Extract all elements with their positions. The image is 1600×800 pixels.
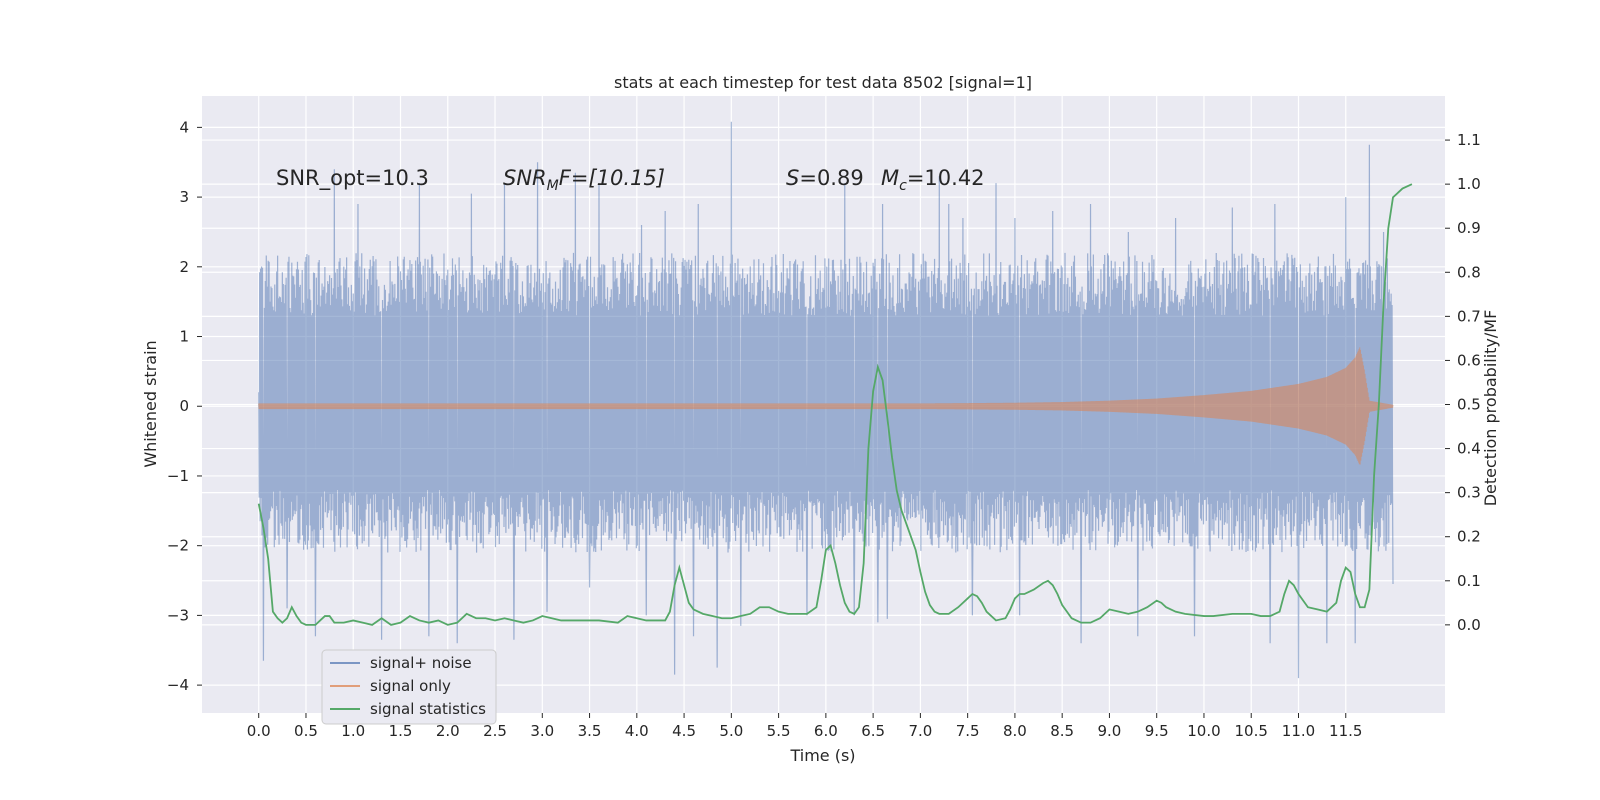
y-axis-label-right: Detection probability/MF bbox=[1481, 310, 1500, 507]
legend: signal+ noise signal only signal statist… bbox=[321, 649, 497, 725]
right-y-tick-label: 0.4 bbox=[1457, 440, 1481, 458]
left-y-tick-label: −2 bbox=[167, 537, 189, 555]
x-tick-label: 3.0 bbox=[530, 722, 554, 740]
right-y-tick-label: 0.5 bbox=[1457, 396, 1481, 414]
left-y-tick-label: −4 bbox=[167, 676, 189, 694]
right-y-tick-label: 0.7 bbox=[1457, 307, 1481, 325]
left-y-tick-label: −1 bbox=[167, 467, 189, 485]
x-tick-label: 8.0 bbox=[1003, 722, 1027, 740]
series-signal-plus-noise bbox=[258, 121, 1394, 679]
chart-title: stats at each timestep for test data 850… bbox=[614, 73, 1032, 92]
x-tick-label: 3.5 bbox=[578, 722, 602, 740]
annotation-s-symbol: S bbox=[786, 166, 799, 190]
annotation-text: SNR_opt=10.3 SNRMF=[10.15] S=0.89 Mc=10.… bbox=[276, 166, 985, 194]
right-y-tick-label: 0.1 bbox=[1457, 572, 1481, 590]
annotation-snr-opt: SNR_opt=10.3 bbox=[276, 166, 429, 191]
annotation-mc-value: =10.42 bbox=[907, 166, 985, 190]
x-tick-label: 0.0 bbox=[247, 722, 271, 740]
right-y-tick-label: 1.1 bbox=[1457, 131, 1481, 149]
legend-label-signal-only: signal only bbox=[370, 677, 451, 695]
right-y-tick-label: 0.6 bbox=[1457, 351, 1481, 369]
x-tick-label: 11.0 bbox=[1282, 722, 1315, 740]
x-tick-label: 6.5 bbox=[861, 722, 885, 740]
x-tick-label: 10.0 bbox=[1187, 722, 1220, 740]
left-y-tick-label: 3 bbox=[179, 188, 189, 206]
annotation-snr-mf-subscript: M bbox=[547, 178, 559, 194]
annotation-mc: Mc=10.42 bbox=[881, 166, 985, 194]
x-tick-label: 5.5 bbox=[767, 722, 791, 740]
left-y-tick-label: −3 bbox=[167, 606, 189, 624]
annotation-s: S=0.89 bbox=[786, 166, 864, 190]
series-signal-statistics bbox=[257, 183, 1413, 626]
x-axis-ticks: 0.0 0.5 1.0 1.5 2.0 2.5 3.0 3.5 4.0 4.5 5.0 5.5 6.0 6… bbox=[247, 713, 1362, 740]
x-tick-label: 8.5 bbox=[1050, 722, 1074, 740]
left-y-tick-label: 2 bbox=[179, 258, 189, 276]
legend-label-signal-plus-noise: signal+ noise bbox=[370, 654, 472, 672]
x-tick-label: 1.5 bbox=[389, 722, 413, 740]
x-tick-label: 0.5 bbox=[294, 722, 318, 740]
annotation-mc-subscript: c bbox=[899, 178, 907, 194]
annotation-s-value: =0.89 bbox=[799, 166, 863, 190]
right-y-tick-label: 0.9 bbox=[1457, 219, 1481, 237]
legend-label-signal-statistics: signal statistics bbox=[370, 700, 486, 718]
right-y-tick-label: 0.3 bbox=[1457, 484, 1481, 502]
annotation-mc-symbol: M bbox=[881, 166, 899, 190]
right-y-tick-label: 0.8 bbox=[1457, 263, 1481, 281]
legend-box bbox=[321, 649, 497, 725]
x-tick-label: 7.5 bbox=[956, 722, 980, 740]
y-axis-label-left: Whitened strain bbox=[141, 340, 160, 467]
x-tick-label: 11.5 bbox=[1329, 722, 1362, 740]
left-y-tick-label: 1 bbox=[179, 328, 189, 346]
left-axis-ticks: 4 3 2 1 0 −1 −2 −3 −4 bbox=[167, 118, 202, 694]
x-tick-label: 1.0 bbox=[341, 722, 365, 740]
annotation-snr-mf-symbol: SNR bbox=[503, 166, 547, 190]
left-y-tick-label: 0 bbox=[179, 397, 189, 415]
x-axis-label: Time (s) bbox=[789, 746, 855, 765]
right-y-tick-label: 1.0 bbox=[1457, 175, 1481, 193]
x-tick-label: 9.0 bbox=[1098, 722, 1122, 740]
x-tick-label: 6.0 bbox=[814, 722, 838, 740]
right-axis-ticks: 1.1 1.0 0.9 0.8 0.7 0.6 0.5 0.4 0.3 0.2 0.1 0.0 bbox=[1445, 131, 1481, 634]
right-y-tick-label: 0.2 bbox=[1457, 528, 1481, 546]
x-tick-label: 2.0 bbox=[436, 722, 460, 740]
x-tick-label: 10.5 bbox=[1235, 722, 1268, 740]
annotation-snr-mf: SNRMF=[10.15] bbox=[503, 166, 665, 194]
x-tick-label: 9.5 bbox=[1145, 722, 1169, 740]
x-tick-label: 4.0 bbox=[625, 722, 649, 740]
right-y-tick-label: 0.0 bbox=[1457, 616, 1481, 634]
x-tick-label: 4.5 bbox=[672, 722, 696, 740]
x-tick-label: 2.5 bbox=[483, 722, 507, 740]
series-signal-only bbox=[258, 347, 1394, 465]
annotation-snr-mf-tail: F=[10.15] bbox=[559, 166, 665, 190]
left-y-tick-label: 4 bbox=[179, 118, 189, 136]
x-tick-label: 7.0 bbox=[908, 722, 932, 740]
x-tick-label: 5.0 bbox=[719, 722, 743, 740]
